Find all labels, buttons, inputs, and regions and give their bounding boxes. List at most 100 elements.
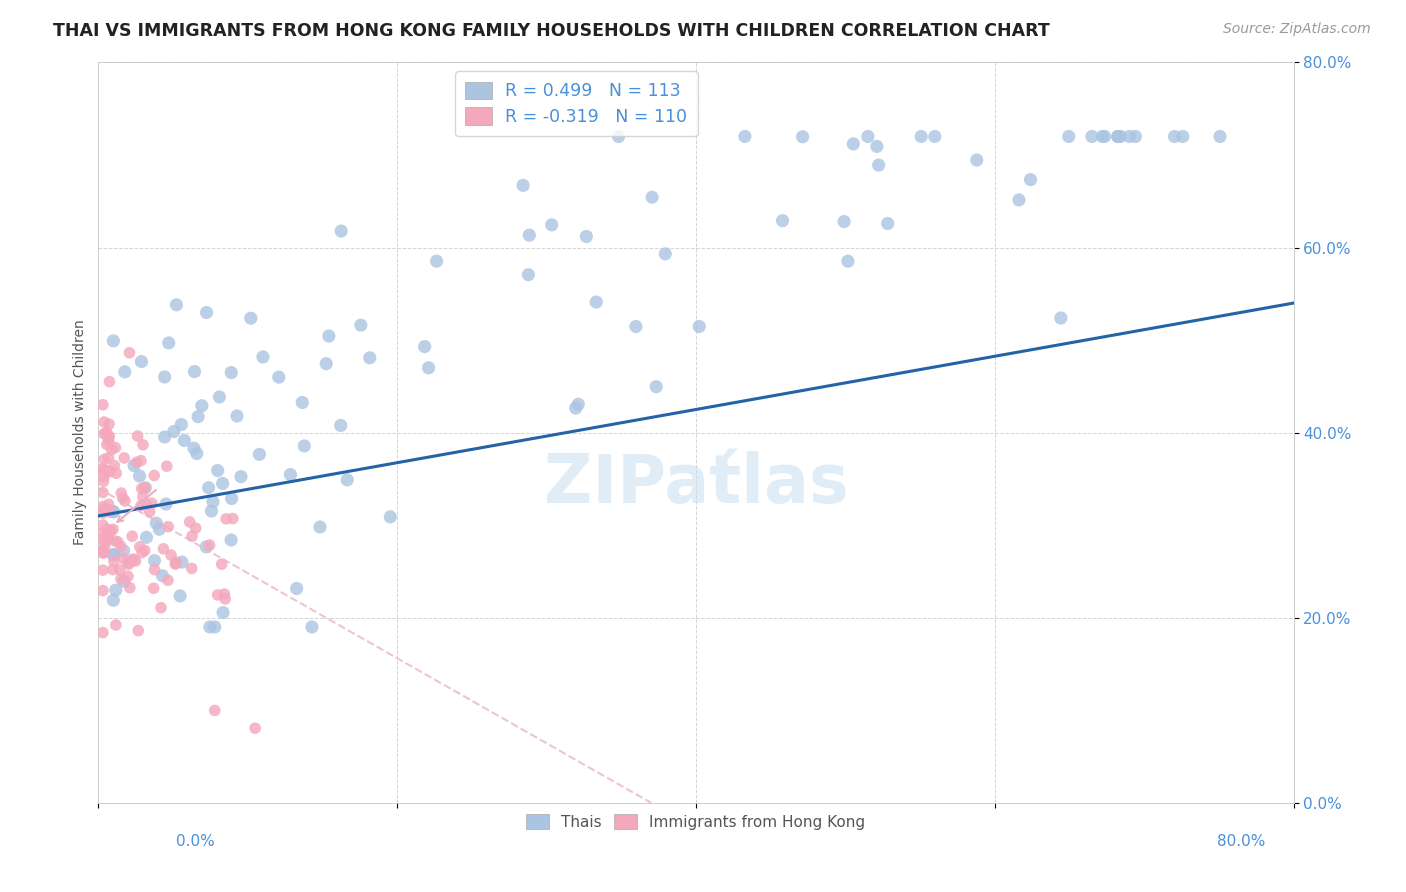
Point [100, 524, 122, 538]
Point [1125, 129, 1147, 144]
Point [291, 395, 314, 409]
Point [96, 437, 118, 451]
Point [148, 522, 170, 536]
Point [214, 591, 236, 606]
Point [239, 311, 262, 326]
Point [101, 563, 124, 577]
Point [1107, 129, 1129, 144]
Text: Source: ZipAtlas.com: Source: ZipAtlas.com [1223, 22, 1371, 37]
Point [624, 319, 647, 334]
Point [186, 446, 208, 460]
Point [380, 509, 402, 524]
Text: THAI VS IMMIGRANTS FROM HONG KONG FAMILY HOUSEHOLDS WITH CHILDREN CORRELATION CH: THAI VS IMMIGRANTS FROM HONG KONG FAMILY… [53, 22, 1050, 40]
Point [104, 534, 127, 549]
Point [318, 329, 340, 343]
Point [160, 548, 183, 562]
Point [165, 555, 187, 569]
Point [1163, 129, 1185, 144]
Point [197, 481, 219, 495]
Point [214, 587, 236, 601]
Point [103, 505, 125, 519]
Point [868, 158, 890, 172]
Point [91, 563, 114, 577]
Point [645, 379, 668, 393]
Point [91, 518, 114, 533]
Point [97, 529, 120, 543]
Point [169, 589, 191, 603]
Point [125, 455, 148, 469]
Point [91, 625, 114, 640]
Point [114, 494, 136, 508]
Point [198, 620, 221, 634]
Point [292, 439, 315, 453]
Point [96, 522, 118, 536]
Point [105, 467, 128, 481]
Point [132, 438, 155, 452]
Point [187, 409, 209, 424]
Point [1081, 129, 1104, 144]
Point [110, 572, 132, 586]
Point [143, 468, 166, 483]
Point [200, 504, 222, 518]
Point [688, 319, 710, 334]
Point [540, 218, 562, 232]
Point [336, 473, 359, 487]
Point [309, 520, 332, 534]
Point [150, 600, 173, 615]
Point [96, 426, 118, 441]
Point [103, 593, 125, 607]
Point [1118, 129, 1140, 144]
Point [350, 318, 373, 333]
Point [111, 491, 134, 505]
Point [152, 541, 174, 556]
Point [207, 588, 229, 602]
Point [100, 524, 122, 538]
Point [198, 538, 221, 552]
Point [122, 552, 145, 566]
Point [832, 214, 855, 228]
Point [97, 497, 120, 511]
Point [654, 247, 676, 261]
Point [129, 499, 152, 513]
Point [103, 334, 125, 348]
Point [134, 481, 156, 495]
Point [103, 554, 125, 568]
Point [156, 574, 179, 588]
Point [166, 298, 188, 312]
Point [135, 497, 157, 511]
Point [131, 354, 153, 368]
Point [153, 370, 176, 384]
Point [143, 563, 166, 577]
Point [413, 340, 436, 354]
Point [142, 581, 165, 595]
Point [924, 129, 946, 144]
Point [1209, 129, 1232, 144]
Point [267, 370, 290, 384]
Point [128, 469, 150, 483]
Point [1019, 172, 1042, 186]
Point [195, 540, 218, 554]
Point [131, 482, 153, 496]
Point [204, 620, 226, 634]
Point [134, 481, 156, 495]
Point [229, 469, 252, 483]
Point [118, 345, 141, 359]
Point [103, 504, 125, 518]
Point [301, 620, 323, 634]
Point [91, 503, 114, 517]
Point [1094, 129, 1116, 144]
Point [247, 447, 270, 461]
Point [129, 453, 152, 467]
Point [1008, 193, 1031, 207]
Point [93, 475, 115, 489]
Point [104, 583, 127, 598]
Point [117, 569, 139, 583]
Point [330, 224, 353, 238]
Point [93, 426, 115, 441]
Point [138, 505, 160, 519]
Point [252, 350, 274, 364]
Point [359, 351, 381, 365]
Point [128, 540, 150, 554]
Point [96, 425, 118, 440]
Point [173, 434, 195, 448]
